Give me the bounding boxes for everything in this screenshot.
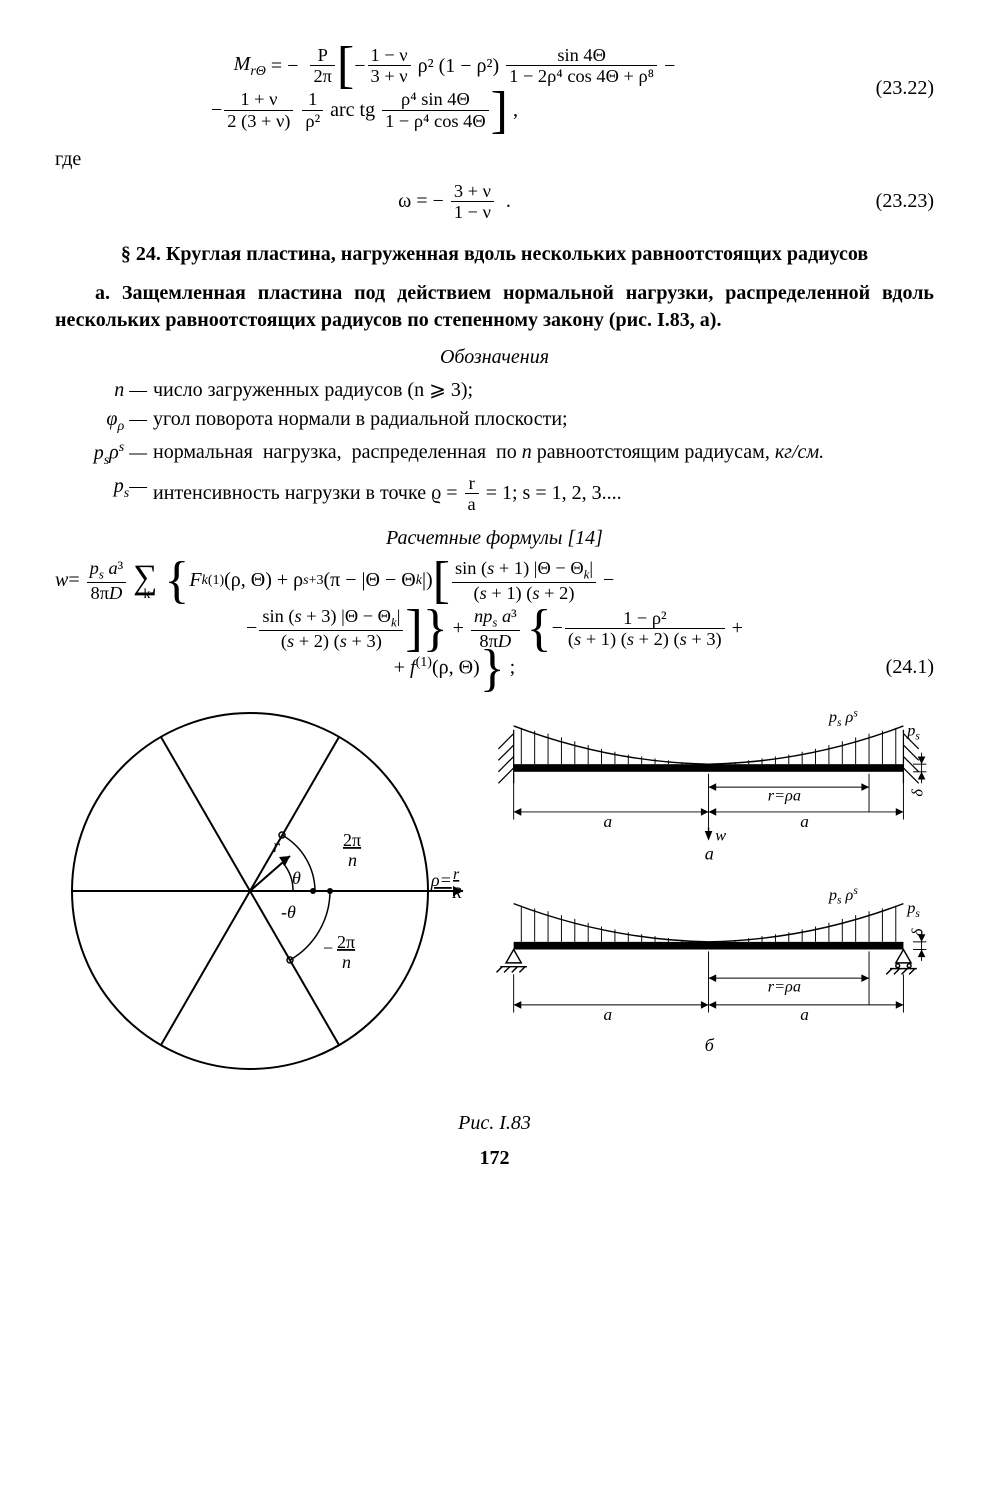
figure-caption: Рис. I.83: [55, 1110, 934, 1137]
svg-text:n: n: [342, 952, 351, 972]
label-theta: θ: [292, 868, 301, 888]
svg-text:δ: δ: [909, 928, 927, 936]
def-desc: число загруженных радиусов (n ⩾ 3);: [153, 377, 934, 404]
svg-text:r=ρa: r=ρa: [768, 977, 801, 995]
def-desc: нормальная нагрузка, распределенная по n…: [153, 439, 934, 471]
svg-text:r: r: [453, 866, 460, 883]
beam-a: ps ρs ps r=ρa: [498, 707, 926, 863]
eq-text: arc tg: [330, 97, 375, 124]
eq-number: (23.22): [854, 75, 934, 102]
svg-text:а: а: [705, 843, 714, 863]
svg-text:w: w: [715, 826, 726, 844]
page-number: 172: [55, 1145, 934, 1172]
def-phi: φρ — угол поворота нормали в радиальной …: [83, 406, 934, 437]
def-n: n — число загруженных радиусов (n ⩾ 3);: [83, 377, 934, 404]
def-symbol: ps—: [83, 473, 153, 515]
svg-text:2π: 2π: [343, 830, 361, 850]
svg-text:б: б: [705, 1034, 715, 1054]
def-text-b: = 1; s = 1, 2, 3....: [486, 481, 622, 503]
svg-text:−: −: [323, 938, 333, 958]
svg-text:δ: δ: [909, 788, 927, 796]
frac-num: r: [465, 473, 479, 494]
def-symbol: φρ —: [83, 406, 153, 437]
svg-text:a: a: [800, 1005, 809, 1024]
frac-den: 1 − 2ρ⁴ cos 4Θ + ρ⁸: [506, 66, 657, 87]
frac-den: 1 − ρ⁴ cos 4Θ: [382, 111, 489, 132]
frac-num: sin 4Θ: [506, 45, 657, 66]
label-2pi-n-upper: 2π n: [343, 830, 361, 870]
svg-text:a: a: [603, 812, 612, 831]
label-2pi-n-lower: − 2π n: [323, 932, 355, 972]
figure-circle: r θ -θ 2π n − 2π n ρ= r R: [55, 696, 475, 1104]
frac-num: 1: [302, 89, 323, 110]
frac-den: a: [465, 494, 479, 515]
eq-number: (24.1): [854, 654, 934, 681]
notation-heading: Обозначения: [55, 344, 934, 371]
where-label: где: [55, 146, 934, 173]
label-r: r: [273, 836, 281, 856]
section-heading: § 24. Круглая пластина, нагруженная вдол…: [55, 241, 934, 268]
eq-number: (23.23): [854, 188, 934, 215]
equation-24-1: w = ps a³8πD ∑k { Fk(1) (ρ, Θ) + ρs+3 (π…: [55, 558, 934, 682]
label-neg-theta: -θ: [281, 902, 296, 922]
svg-text:ps ρs: ps ρs: [828, 707, 858, 729]
def-ps: ps— интенсивность нагрузки в точке ϱ = r…: [83, 473, 934, 515]
frac-num: 1 + ν: [224, 89, 293, 110]
label-rho-eq: ρ= r R: [430, 866, 462, 902]
figure-I-83: r θ -θ 2π n − 2π n ρ= r R: [55, 696, 934, 1104]
def-symbol: n —: [83, 377, 153, 404]
eq-text: ω = −: [398, 190, 444, 212]
formulas-heading: Расчетные формулы [14]: [55, 525, 934, 552]
equation-23-22: MrΘ = − P2π [ − 1 − ν3 + ν ρ² (1 − ρ²) s…: [55, 43, 934, 134]
frac-den: ρ²: [302, 111, 323, 132]
frac-num: 3 + ν: [451, 181, 494, 202]
def-symbol: psρs —: [83, 439, 153, 471]
def-desc: угол поворота нормали в радиальной плоск…: [153, 406, 934, 437]
svg-text:ps: ps: [906, 721, 920, 742]
frac-den: 2π: [310, 66, 334, 87]
frac-num: ρ⁴ sin 4Θ: [382, 89, 489, 110]
eq22-body: MrΘ = − P2π [ − 1 − ν3 + ν ρ² (1 − ρ²) s…: [55, 43, 854, 134]
equation-23-23: ω = − 3 + ν1 − ν . (23.23): [55, 181, 934, 223]
svg-text:ps: ps: [906, 899, 920, 920]
svg-text:2π: 2π: [337, 932, 355, 952]
frac-den: 2 (3 + ν): [224, 111, 293, 132]
frac-num: 1 − ν: [368, 45, 411, 66]
frac-num: P: [310, 45, 334, 66]
svg-text:r=ρa: r=ρa: [768, 786, 801, 804]
svg-text:ps ρs: ps ρs: [828, 885, 858, 907]
svg-text:n: n: [348, 850, 357, 870]
def-desc: интенсивность нагрузки в точке ϱ = ra = …: [153, 473, 934, 515]
svg-text:ρ=: ρ=: [430, 870, 452, 890]
def-text-a: интенсивность нагрузки в точке ϱ =: [153, 481, 463, 503]
svg-text:R: R: [451, 885, 462, 902]
frac-den: 3 + ν: [368, 66, 411, 87]
beam-b: ps ρs ps r=ρa: [496, 885, 926, 1055]
def-ps-rho: psρs — нормальная нагрузка, распределенн…: [83, 439, 934, 471]
sum-index: k: [143, 586, 150, 605]
frac-den: 1 − ν: [451, 202, 494, 223]
eq-text: ρ² (1 − ρ²): [418, 53, 500, 80]
svg-text:a: a: [603, 1005, 612, 1024]
svg-text:a: a: [800, 812, 809, 831]
figure-beams: ps ρs ps r=ρa: [485, 696, 934, 1104]
paragraph-a: a. Защемленная пластина под действием но…: [55, 280, 934, 334]
